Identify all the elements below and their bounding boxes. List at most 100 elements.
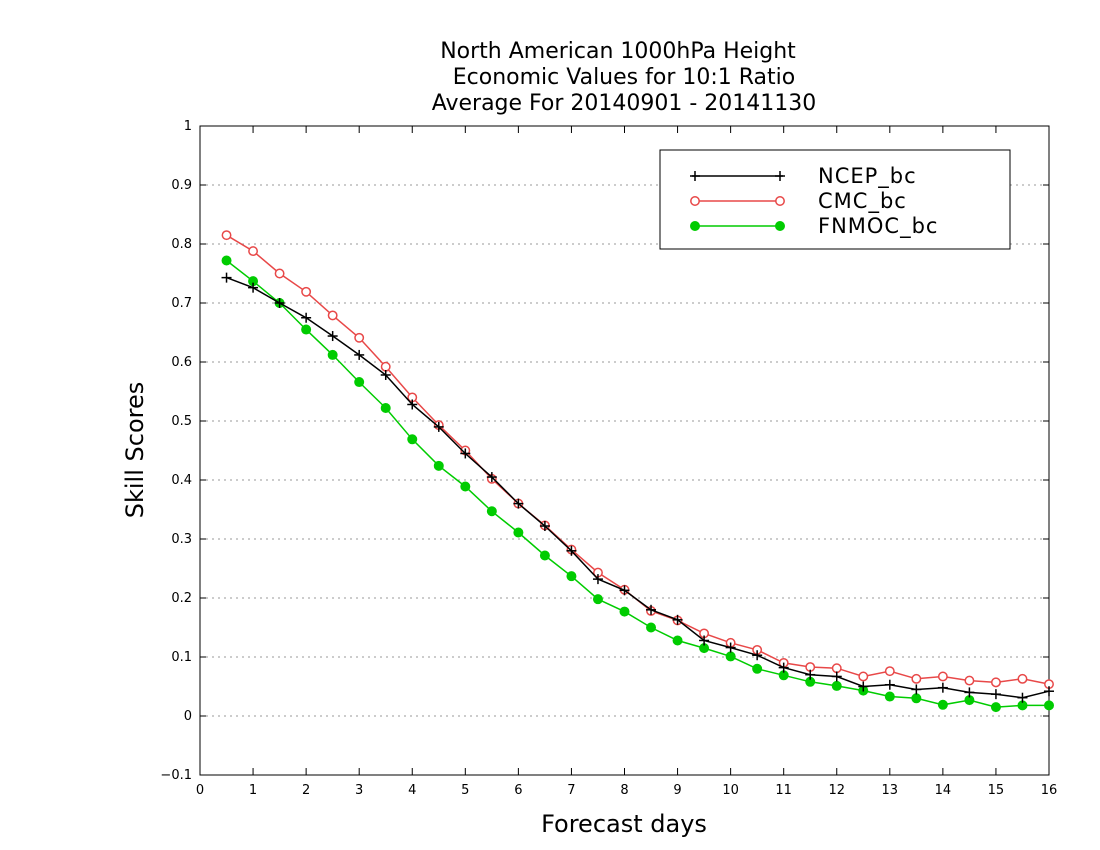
data-point-NCEP_bc bbox=[884, 679, 895, 690]
data-point-NCEP_bc bbox=[672, 614, 683, 625]
data-point-FNMOC_bc bbox=[831, 680, 842, 691]
data-point-NCEP_bc bbox=[964, 687, 975, 698]
data-point-NCEP_bc bbox=[433, 421, 444, 432]
data-point-FNMOC_bc bbox=[433, 460, 444, 471]
data-point-FNMOC_bc bbox=[566, 571, 577, 582]
data-point-NCEP_bc bbox=[460, 448, 471, 459]
data-point-CMC_bc bbox=[248, 246, 259, 257]
data-point-NCEP_bc bbox=[486, 472, 497, 483]
data-point-CMC_bc bbox=[380, 361, 391, 372]
y-tick-label: 0.1 bbox=[171, 650, 192, 665]
x-tick-label: 12 bbox=[828, 783, 845, 798]
chart-title: North American 1000hPa Height Economic V… bbox=[432, 39, 817, 116]
data-point-NCEP_bc bbox=[805, 669, 816, 680]
x-tick-label: 7 bbox=[567, 783, 575, 798]
legend-label-CMC_bc: CMC_bc bbox=[818, 189, 907, 214]
y-tick-label: 0.4 bbox=[171, 473, 192, 488]
data-point-NCEP_bc bbox=[858, 681, 869, 692]
data-point-CMC_bc bbox=[301, 286, 312, 297]
data-point-CMC_bc bbox=[884, 666, 895, 677]
y-tick-label: −0.1 bbox=[160, 768, 192, 783]
data-point-FNMOC_bc bbox=[592, 594, 603, 605]
data-series bbox=[221, 230, 1054, 713]
data-point-NCEP_bc bbox=[725, 642, 736, 653]
data-point-FNMOC_bc bbox=[990, 702, 1001, 713]
y-tick-label: 0 bbox=[184, 709, 192, 724]
data-point-FNMOC_bc bbox=[937, 699, 948, 710]
x-tick-label: 5 bbox=[461, 783, 469, 798]
data-point-NCEP_bc bbox=[274, 298, 285, 308]
data-point-NCEP_bc bbox=[354, 349, 365, 360]
data-point-NCEP_bc bbox=[566, 545, 577, 556]
data-point-CMC_bc bbox=[937, 671, 948, 682]
series-line-CMC_bc bbox=[226, 234, 1050, 685]
data-point-FNMOC_bc bbox=[884, 691, 895, 702]
data-point-FNMOC_bc bbox=[513, 527, 524, 538]
data-point-FNMOC_bc bbox=[725, 651, 736, 662]
data-point-NCEP_bc bbox=[699, 635, 710, 646]
data-point-NCEP_bc bbox=[990, 689, 1001, 700]
legend-marker-NCEP_bc bbox=[690, 171, 700, 181]
data-point-NCEP_bc bbox=[513, 498, 524, 509]
data-point-CMC_bc bbox=[274, 268, 285, 279]
legend-marker-FNMOC_bc bbox=[775, 221, 785, 231]
data-point-CMC_bc bbox=[964, 675, 975, 686]
legend-marker-CMC_bc bbox=[775, 196, 785, 206]
data-point-CMC_bc bbox=[831, 663, 842, 674]
data-point-FNMOC_bc bbox=[221, 255, 232, 266]
data-point-NCEP_bc bbox=[248, 282, 259, 293]
title-line-3: Average For 20140901 - 20141130 bbox=[432, 91, 817, 116]
axis-ticks: −0.100.10.20.30.40.50.60.70.80.910 1 2 3 4 5 6… bbox=[160, 119, 1057, 798]
data-point-NCEP_bc bbox=[221, 272, 232, 283]
x-tick-label: 16 bbox=[1041, 783, 1058, 798]
x-tick-label: 1 bbox=[249, 783, 257, 798]
x-tick-label: 8 bbox=[620, 783, 628, 798]
y-tick-label: 0.2 bbox=[171, 591, 192, 606]
data-point-FNMOC_bc bbox=[646, 622, 657, 633]
x-tick-label: 4 bbox=[408, 783, 416, 798]
y-tick-label: 0.6 bbox=[171, 355, 192, 370]
data-point-CMC_bc bbox=[354, 332, 365, 343]
data-point-FNMOC_bc bbox=[619, 606, 630, 617]
data-point-NCEP_bc bbox=[592, 574, 603, 585]
data-point-NCEP_bc bbox=[646, 604, 657, 615]
x-tick-label: 13 bbox=[882, 783, 899, 798]
data-point-CMC_bc bbox=[1017, 673, 1028, 684]
legend-marker-FNMOC_bc bbox=[690, 221, 700, 231]
x-tick-label: 10 bbox=[722, 783, 739, 798]
data-point-NCEP_bc bbox=[539, 521, 550, 532]
x-tick-label: 9 bbox=[673, 783, 681, 798]
data-point-NCEP_bc bbox=[327, 331, 338, 342]
y-tick-label: 0.5 bbox=[171, 414, 192, 429]
data-point-FNMOC_bc bbox=[380, 403, 391, 414]
data-point-NCEP_bc bbox=[778, 662, 789, 673]
y-axis-title: Skill Scores bbox=[121, 382, 149, 519]
series-line-FNMOC_bc bbox=[226, 259, 1049, 708]
data-point-FNMOC_bc bbox=[1044, 700, 1054, 711]
data-point-NCEP_bc bbox=[752, 650, 763, 661]
y-tick-label: 0.7 bbox=[171, 296, 192, 311]
grid bbox=[200, 184, 1049, 717]
series-line-NCEP_bc bbox=[226, 276, 1050, 699]
data-point-FNMOC_bc bbox=[752, 663, 763, 674]
title-line-1: North American 1000hPa Height bbox=[440, 39, 796, 64]
data-point-FNMOC_bc bbox=[911, 693, 922, 704]
data-point-CMC_bc bbox=[990, 677, 1001, 688]
title-line-2: Economic Values for 10:1 Ratio bbox=[453, 65, 795, 90]
data-point-NCEP_bc bbox=[301, 312, 312, 323]
x-tick-label: 14 bbox=[935, 783, 952, 798]
x-tick-label: 6 bbox=[514, 783, 522, 798]
x-tick-label: 15 bbox=[988, 783, 1005, 798]
data-point-NCEP_bc bbox=[937, 682, 948, 693]
data-point-FNMOC_bc bbox=[486, 506, 497, 517]
y-tick-label: 0.3 bbox=[171, 532, 192, 547]
legend-label-FNMOC_bc: FNMOC_bc bbox=[818, 214, 938, 239]
data-point-CMC_bc bbox=[327, 310, 338, 321]
data-point-NCEP_bc bbox=[1017, 692, 1028, 703]
y-tick-label: 1 bbox=[184, 119, 192, 134]
data-point-NCEP_bc bbox=[619, 585, 630, 596]
x-tick-label: 2 bbox=[302, 783, 310, 798]
x-tick-label: 3 bbox=[355, 783, 363, 798]
